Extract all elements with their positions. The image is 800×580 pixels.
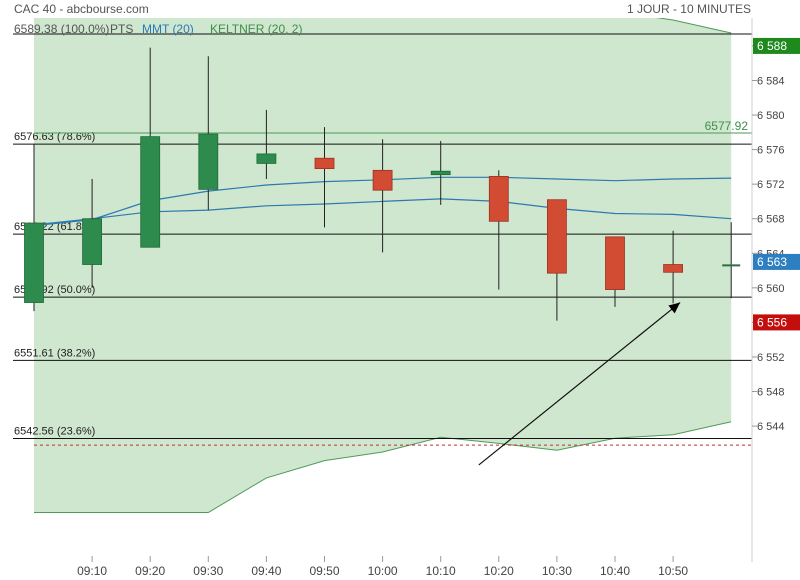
x-tick-label: 09:10 bbox=[77, 564, 107, 578]
x-tick-label: 09:20 bbox=[135, 564, 165, 578]
x-tick-label: 09:40 bbox=[251, 564, 281, 578]
candle-body bbox=[24, 222, 44, 303]
candle-body bbox=[140, 136, 161, 248]
x-tick-label: 10:40 bbox=[600, 564, 630, 578]
candle-body bbox=[663, 264, 683, 273]
price-tag-label: 6 588 bbox=[757, 39, 787, 53]
candle-09:30 bbox=[198, 56, 219, 211]
candle-10:50 bbox=[663, 230, 683, 304]
fib-label-38.2%: 6551.61 (38.2%) bbox=[14, 347, 95, 359]
x-tick-label: 10:30 bbox=[542, 564, 572, 578]
x-tick-label: 09:50 bbox=[309, 564, 339, 578]
candle-09:20 bbox=[140, 47, 161, 248]
fib-label-78.6%: 6576.63 (78.6%) bbox=[14, 131, 95, 143]
price-tag-box bbox=[753, 253, 800, 270]
candle-body bbox=[488, 175, 509, 222]
candle-11:00 bbox=[722, 222, 741, 299]
legend-pts: PTS bbox=[110, 22, 133, 36]
candle-body bbox=[82, 218, 102, 265]
trend-arrow-head bbox=[668, 302, 681, 314]
timeframe-label: 1 JOUR - 10 MINUTES bbox=[627, 2, 751, 16]
price-tag: 6 588 bbox=[753, 37, 800, 54]
legend-mmt: MMT (20) bbox=[142, 22, 194, 36]
candle-09:50 bbox=[314, 127, 335, 228]
y-tick-label: 6 544 bbox=[757, 421, 785, 433]
candle-10:40 bbox=[605, 236, 625, 307]
legend-keltner: KELTNER (20, 2) bbox=[210, 22, 302, 36]
price-tag-box bbox=[753, 37, 800, 54]
x-tick-label: 10:10 bbox=[426, 564, 456, 578]
y-tick-label: 6 580 bbox=[757, 110, 785, 122]
y-tick-label: 6 584 bbox=[757, 75, 785, 87]
x-tick-label: 10:00 bbox=[368, 564, 398, 578]
price-tag-box bbox=[753, 314, 800, 331]
candle-09:40 bbox=[256, 109, 277, 179]
candle-09:10 bbox=[82, 178, 102, 288]
candle-body bbox=[314, 157, 335, 170]
price-tag-label: 6 556 bbox=[757, 315, 787, 329]
candle-10:00 bbox=[372, 139, 393, 253]
high-reference-label: 6577.92 bbox=[705, 119, 749, 133]
x-tick-label: 10:50 bbox=[658, 564, 688, 578]
candle-body bbox=[430, 170, 451, 176]
candle-body bbox=[256, 153, 277, 164]
candle-body bbox=[372, 169, 393, 191]
candle-10:30 bbox=[547, 199, 567, 321]
price-tags: 6 588 6 563 6 556 bbox=[753, 37, 800, 331]
y-tick-label: 6 552 bbox=[757, 352, 785, 364]
x-tick-label: 09:30 bbox=[193, 564, 223, 578]
y-tick-label: 6 576 bbox=[757, 145, 785, 157]
price-tag-label: 6 563 bbox=[757, 255, 787, 269]
candle-10:10 bbox=[430, 140, 451, 205]
fib-label-23.6%: 6542.56 (23.6%) bbox=[14, 426, 95, 438]
price-tag: 6 556 bbox=[753, 314, 800, 331]
plot-area: 6576.63 (78.6%)6566.22 (61.8%)6558.92 (5… bbox=[13, 18, 752, 513]
candles bbox=[24, 47, 741, 321]
y-tick-label: 6 548 bbox=[757, 387, 785, 399]
candle-body bbox=[605, 236, 625, 290]
candle-09:00 bbox=[24, 144, 44, 312]
candle-10:20 bbox=[488, 170, 509, 290]
candle-body bbox=[547, 199, 567, 274]
x-axis-ticks: 09:10 09:20 09:30 09:40 09:50 10:00 10:10 10:20… bbox=[77, 556, 688, 578]
trend-arrow-line bbox=[478, 302, 681, 466]
x-tick-label: 10:20 bbox=[484, 564, 514, 578]
y-tick-label: 6 572 bbox=[757, 179, 785, 191]
legend-pts-level: 6589.38 (100.0%) bbox=[14, 22, 109, 36]
y-tick-label: 6 560 bbox=[757, 283, 785, 295]
price-tag: 6 563 bbox=[753, 253, 800, 270]
candle-body bbox=[198, 133, 219, 190]
chart-title: CAC 40 - abcbourse.com bbox=[14, 2, 149, 16]
y-tick-label: 6 568 bbox=[757, 214, 785, 226]
